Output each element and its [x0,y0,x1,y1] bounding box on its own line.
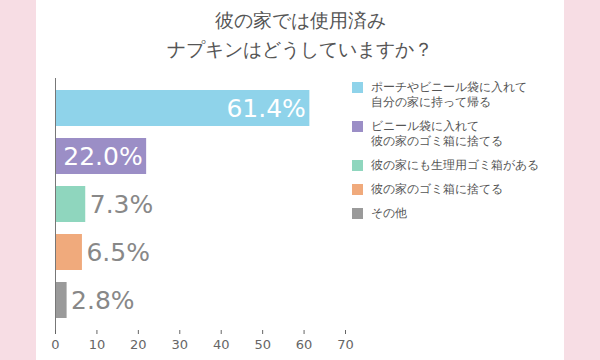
svg-text:0: 0 [51,337,59,352]
svg-text:40: 40 [213,337,230,352]
html-text:その他: その他 [371,206,407,220]
html-text:彼の家では使用済み ナプキンはどうしていますか？: 彼の家では使用済み ナプキンはどうしていますか？ [167,9,433,60]
html-text:ビニール袋に入れて 彼の家のゴミ箱に捨てる: ビニール袋に入れて 彼の家のゴミ箱に捨てる [371,119,503,148]
svg-text:7.3%: 7.3% [90,190,154,219]
svg-text:2.8%: 2.8% [71,286,135,315]
svg-text:22.0%: 22.0% [63,142,142,171]
svg-text:60: 60 [296,337,313,352]
svg-text:61.4%: 61.4% [226,94,305,123]
svg-text:20: 20 [130,337,147,352]
html-text:彼の家にも生理用ゴミ箱がある: 彼の家にも生理用ゴミ箱がある [371,158,539,172]
html-text:ポーチやビニール袋に入れて 自分の家に持って帰る: ポーチやビニール袋に入れて 自分の家に持って帰る [371,80,527,109]
svg-text:50: 50 [254,337,271,352]
svg-text:6.5%: 6.5% [86,238,150,267]
svg-text:70: 70 [337,337,354,352]
html-text:彼の家のゴミ箱に捨てる: 彼の家のゴミ箱に捨てる [371,182,503,196]
svg-text:30: 30 [172,337,189,352]
svg-text:10: 10 [89,337,106,352]
